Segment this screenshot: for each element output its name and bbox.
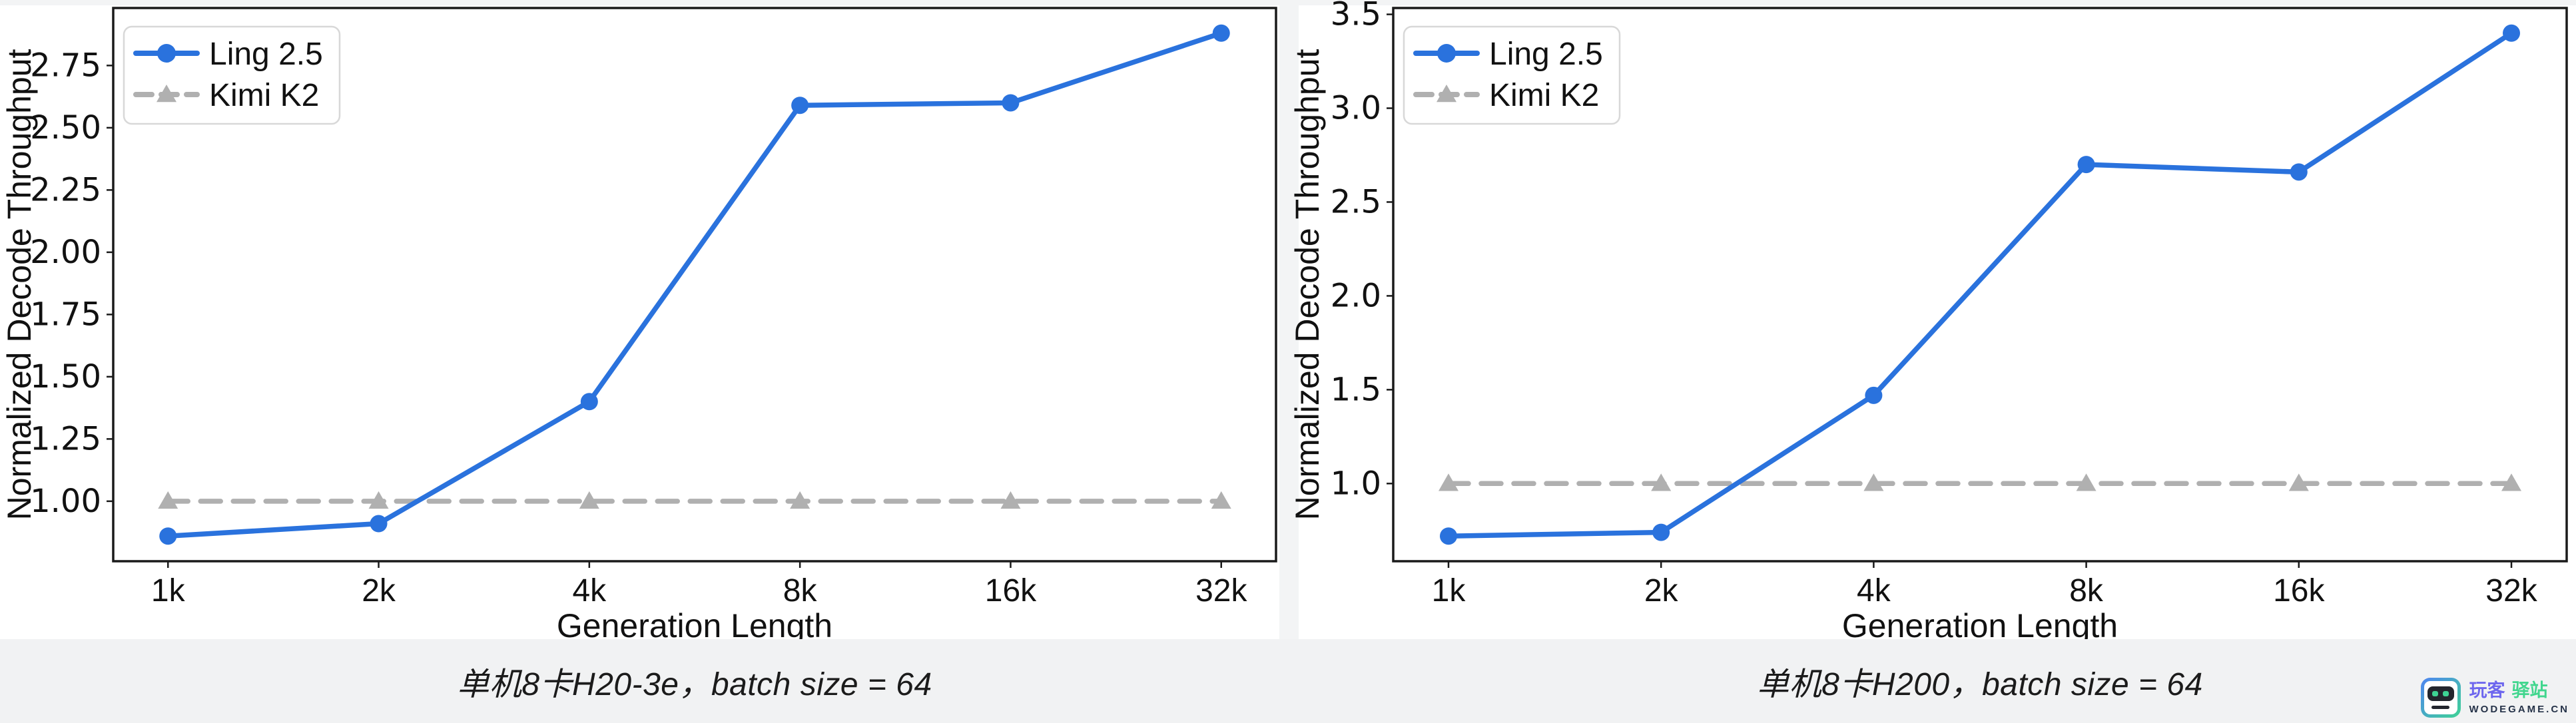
x-axis-title: Generation Length	[557, 607, 832, 639]
watermark-name-part1: 玩客	[2469, 680, 2505, 700]
y-tick-label: 2.75	[30, 47, 101, 84]
data-point-marker-ling-2.5	[1652, 523, 1670, 541]
y-tick-label: 1.0	[1331, 465, 1381, 502]
data-point-marker-kimi-k2	[2076, 473, 2096, 491]
data-point-marker-ling-2.5	[1212, 24, 1230, 42]
data-point-marker-ling-2.5	[791, 97, 809, 115]
robot-logo-icon	[2421, 678, 2461, 718]
data-point-marker-ling-2.5	[2077, 156, 2095, 174]
x-tick-label: 1k	[151, 573, 186, 608]
data-point-marker-kimi-k2	[1211, 491, 1231, 509]
x-tick-label: 4k	[572, 573, 607, 608]
y-tick-label: 2.0	[1331, 277, 1381, 314]
right-chart: 1.0 1.5 2.0 2.5 3.0 3.5 1k 2k 4k 8k 16k 32k Generati…	[1289, 0, 2568, 639]
watermark-domain: WODEGAME.CN	[2469, 703, 2569, 715]
data-point-marker-ling-2.5	[370, 515, 388, 533]
y-tick-label: 3.0	[1331, 90, 1381, 127]
watermark-text: 玩客 驿站 WODEGAME.CN	[2469, 680, 2570, 715]
y-tick-label: 1.75	[30, 296, 101, 333]
legend-marker	[157, 44, 176, 63]
legend-marker	[157, 85, 176, 103]
x-tick-label: 2k	[1644, 573, 1679, 608]
watermark-site-name: 玩客 驿站	[2469, 680, 2570, 701]
y-tick-label: 3.5	[1331, 0, 1381, 33]
y-tick-label: 1.25	[30, 420, 101, 457]
axes-frame	[112, 7, 1277, 563]
data-point-marker-kimi-k2	[158, 491, 178, 509]
y-axis-title: Normalized Decode Throughput	[1289, 49, 1326, 520]
data-point-marker-kimi-k2	[368, 491, 389, 509]
x-tick-label: 16k	[2273, 573, 2325, 608]
data-point-marker-kimi-k2	[1438, 473, 1458, 491]
caption-band	[0, 639, 2576, 723]
watermark-name-part2: 驿站	[2511, 680, 2548, 700]
y-axis-title: Normalized Decode Throughput	[1, 49, 38, 520]
legend-label: Kimi K2	[209, 78, 319, 113]
data-point-marker-ling-2.5	[1439, 527, 1457, 545]
robot-mouth	[2431, 706, 2449, 709]
legend-label: Ling 2.5	[209, 37, 323, 72]
legend-marker	[1437, 85, 1456, 103]
x-tick-label: 32k	[2485, 573, 2537, 608]
robot-eye-right	[2443, 691, 2449, 696]
y-tick-label: 2.00	[30, 234, 101, 271]
data-point-marker-kimi-k2	[1863, 473, 1884, 491]
robot-head	[2427, 686, 2454, 701]
watermark: 玩客 驿站 WODEGAME.CN	[2421, 678, 2570, 718]
y-tick-label: 1.50	[30, 358, 101, 395]
data-point-marker-ling-2.5	[580, 393, 598, 411]
data-point-marker-kimi-k2	[790, 491, 810, 509]
data-point-marker-kimi-k2	[2501, 473, 2522, 491]
legend-label: Kimi K2	[1489, 78, 1599, 113]
y-tick-label: 1.5	[1331, 371, 1381, 408]
left-chart: 1.00 1.25 1.50 1.75 2.00 2.25 2.50 2.75 1k 2k 4k 8k…	[1, 7, 1277, 639]
data-point-marker-ling-2.5	[159, 527, 177, 545]
x-tick-label: 8k	[2069, 573, 2104, 608]
right-chart-caption: 单机8卡H200，batch size = 64	[1757, 667, 2203, 702]
x-tick-label: 8k	[783, 573, 818, 608]
series-line-ling-2.5	[165, 31, 1224, 539]
data-point-marker-ling-2.5	[1865, 386, 1883, 404]
y-tick-label: 2.5	[1331, 183, 1381, 220]
legend-label: Ling 2.5	[1489, 37, 1603, 72]
x-tick-label: 32k	[1195, 573, 1247, 608]
data-point-marker-kimi-k2	[1000, 491, 1021, 509]
x-tick-label: 4k	[1857, 573, 1891, 608]
data-point-marker-kimi-k2	[2288, 473, 2309, 491]
y-tick-label: 1.00	[30, 483, 101, 520]
data-point-marker-kimi-k2	[579, 491, 599, 509]
legend-marker	[1437, 44, 1456, 63]
left-chart-caption: 单机8卡H20-3e，batch size = 64	[457, 667, 932, 702]
data-point-marker-ling-2.5	[2503, 24, 2521, 42]
y-tick-label: 2.25	[30, 171, 101, 208]
axes-frame	[1392, 7, 2568, 563]
x-axis-title: Generation Length	[1842, 607, 2118, 639]
series-line-ling-2.5	[1446, 31, 2514, 539]
data-point-marker-kimi-k2	[1651, 473, 1672, 491]
robot-eye-left	[2432, 691, 2438, 696]
data-point-marker-ling-2.5	[1002, 94, 1020, 112]
y-tick-label: 2.50	[30, 109, 101, 146]
x-tick-label: 16k	[985, 573, 1037, 608]
x-tick-label: 1k	[1432, 573, 1466, 608]
x-tick-label: 2k	[362, 573, 396, 608]
data-point-marker-ling-2.5	[2290, 163, 2308, 181]
